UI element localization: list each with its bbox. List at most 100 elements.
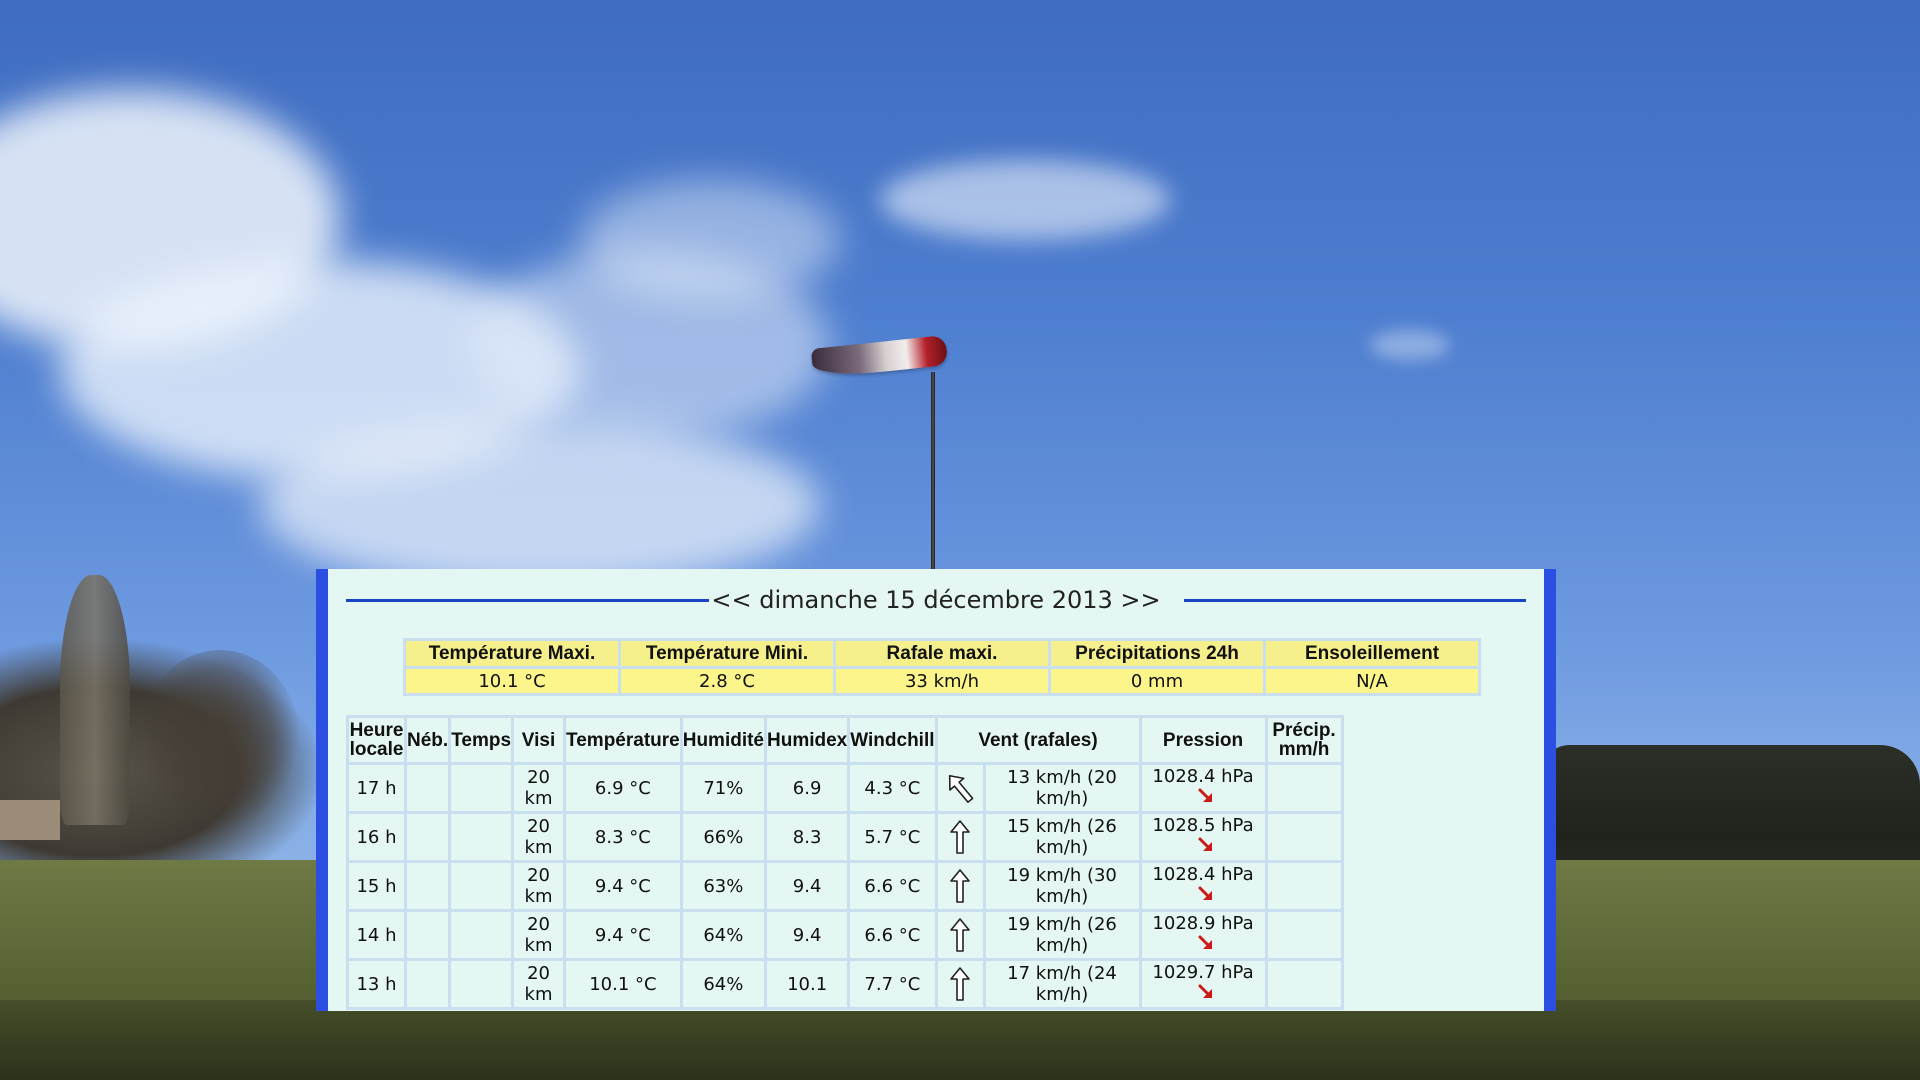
arrow-up-icon bbox=[950, 918, 970, 952]
header-heure-locale: Heure locale bbox=[346, 715, 407, 765]
cell-nebulosite bbox=[403, 811, 452, 863]
weather-panel: << dimanche 15 décembre 2013 >> Températ… bbox=[316, 569, 1556, 1011]
cell-humidite: 64% bbox=[679, 909, 768, 961]
previous-day-link[interactable]: << bbox=[711, 586, 752, 614]
cell-nebulosite bbox=[403, 762, 452, 814]
red-down-right-arrow-icon bbox=[1198, 886, 1213, 900]
red-down-right-arrow-icon bbox=[1198, 788, 1213, 802]
table-row: 13 h 20 km 10.1 °C 64% 10.1 7.7 °C 17 km… bbox=[346, 958, 1344, 1010]
header-vent-rafales: Vent (rafales) bbox=[934, 715, 1142, 765]
cell-pression: 1028.4 hPa bbox=[1138, 762, 1268, 814]
cell-precipitations bbox=[1264, 909, 1344, 961]
cell-windchill: 6.6 °C bbox=[847, 860, 938, 912]
summary-header-sunshine: Ensoleillement bbox=[1263, 638, 1481, 669]
hourly-observations-table: Heure locale Néb. Temps Visi Température … bbox=[346, 715, 1344, 1010]
summary-header-precip-24h: Précipitations 24h bbox=[1048, 638, 1266, 669]
divider-line bbox=[346, 599, 709, 602]
cell-wind-direction bbox=[934, 860, 986, 912]
cell-nebulosite bbox=[403, 860, 452, 912]
windsock-pole bbox=[931, 372, 935, 572]
pressure-falling-icon bbox=[1197, 787, 1215, 810]
table-row: 17 h 20 km 6.9 °C 71% 6.9 4.3 °C 13 km/h… bbox=[346, 762, 1344, 814]
red-down-right-arrow-icon bbox=[1198, 935, 1213, 949]
cell-heure: 15 h bbox=[346, 860, 407, 912]
date-label: dimanche 15 décembre 2013 bbox=[759, 586, 1113, 614]
arrow-up-icon bbox=[950, 820, 970, 854]
cell-humidite: 64% bbox=[679, 958, 768, 1010]
cloud bbox=[260, 420, 820, 590]
cell-windchill: 7.7 °C bbox=[847, 958, 938, 1010]
cell-temps bbox=[448, 909, 515, 961]
arrow-up-icon bbox=[950, 967, 970, 1001]
summary-header-temp-max: Température Maxi. bbox=[403, 638, 621, 669]
red-down-right-arrow-icon bbox=[1198, 984, 1213, 998]
cell-vent: 19 km/h (26 km/h) bbox=[982, 909, 1142, 961]
header-pression: Pression bbox=[1138, 715, 1268, 765]
cell-humidex: 10.1 bbox=[763, 958, 851, 1010]
next-day-link[interactable]: >> bbox=[1120, 586, 1161, 614]
pressure-falling-icon bbox=[1197, 934, 1215, 957]
bare-tree bbox=[140, 650, 300, 830]
cell-precipitations bbox=[1264, 860, 1344, 912]
cell-humidite: 71% bbox=[679, 762, 768, 814]
cell-humidex: 6.9 bbox=[763, 762, 851, 814]
arrow-up-icon bbox=[950, 869, 970, 903]
cell-pression: 1028.9 hPa bbox=[1138, 909, 1268, 961]
arrow-up-left-icon bbox=[948, 774, 974, 803]
summary-header-row: Température Maxi. Température Mini. Rafa… bbox=[403, 638, 1481, 669]
daily-summary-table: Température Maxi. Température Mini. Rafa… bbox=[403, 638, 1481, 696]
pression-value: 1028.4 hPa bbox=[1152, 864, 1254, 885]
summary-temp-min: 2.8 °C bbox=[618, 666, 836, 696]
cloud bbox=[1370, 330, 1450, 360]
header-visibilite: Visi bbox=[511, 715, 567, 765]
pressure-falling-icon bbox=[1197, 885, 1215, 908]
cell-temperature: 9.4 °C bbox=[563, 909, 683, 961]
cell-precipitations bbox=[1264, 762, 1344, 814]
cell-heure: 17 h bbox=[346, 762, 407, 814]
grass-foreground bbox=[0, 1000, 1920, 1080]
cloud bbox=[880, 160, 1170, 240]
cell-wind-direction bbox=[934, 909, 986, 961]
header-temperature: Température bbox=[563, 715, 683, 765]
header-precipitations: Précip. mm/h bbox=[1264, 715, 1344, 765]
poplar-tree bbox=[60, 575, 130, 825]
header-windchill: Windchill bbox=[847, 715, 938, 765]
pression-value: 1028.9 hPa bbox=[1152, 913, 1254, 934]
cell-humidex: 9.4 bbox=[763, 860, 851, 912]
red-down-right-arrow-icon bbox=[1198, 837, 1213, 851]
summary-temp-max: 10.1 °C bbox=[403, 666, 621, 696]
pression-value: 1028.5 hPa bbox=[1152, 815, 1254, 836]
cell-temperature: 10.1 °C bbox=[563, 958, 683, 1010]
cell-pression: 1028.4 hPa bbox=[1138, 860, 1268, 912]
summary-header-gust-max: Rafale maxi. bbox=[833, 638, 1051, 669]
cell-humidex: 9.4 bbox=[763, 909, 851, 961]
cell-temperature: 8.3 °C bbox=[563, 811, 683, 863]
cell-wind-direction bbox=[934, 811, 986, 863]
cell-vent: 17 km/h (24 km/h) bbox=[982, 958, 1142, 1010]
cell-vent: 19 km/h (30 km/h) bbox=[982, 860, 1142, 912]
cell-temperature: 6.9 °C bbox=[563, 762, 683, 814]
cell-heure: 13 h bbox=[346, 958, 407, 1010]
cell-precipitations bbox=[1264, 811, 1344, 863]
cell-visibilite: 20 km bbox=[511, 909, 567, 961]
cell-visibilite: 20 km bbox=[511, 958, 567, 1010]
date-header: << dimanche 15 décembre 2013 >> bbox=[346, 583, 1526, 617]
table-row: 15 h 20 km 9.4 °C 63% 9.4 6.6 °C 19 km/h… bbox=[346, 860, 1344, 912]
trees-right bbox=[1540, 745, 1920, 875]
cell-humidite: 63% bbox=[679, 860, 768, 912]
cell-visibilite: 20 km bbox=[511, 860, 567, 912]
cell-temperature: 9.4 °C bbox=[563, 860, 683, 912]
header-humidex: Humidex bbox=[763, 715, 851, 765]
cell-temps bbox=[448, 762, 515, 814]
cell-precipitations bbox=[1264, 958, 1344, 1010]
summary-sunshine: N/A bbox=[1263, 666, 1481, 696]
cell-pression: 1029.7 hPa bbox=[1138, 958, 1268, 1010]
cell-visibilite: 20 km bbox=[511, 762, 567, 814]
cloud bbox=[580, 180, 840, 300]
header-humidite: Humidité bbox=[679, 715, 768, 765]
cell-temps bbox=[448, 860, 515, 912]
cell-humidex: 8.3 bbox=[763, 811, 851, 863]
cell-temps bbox=[448, 958, 515, 1010]
cell-heure: 14 h bbox=[346, 909, 407, 961]
cell-heure: 16 h bbox=[346, 811, 407, 863]
